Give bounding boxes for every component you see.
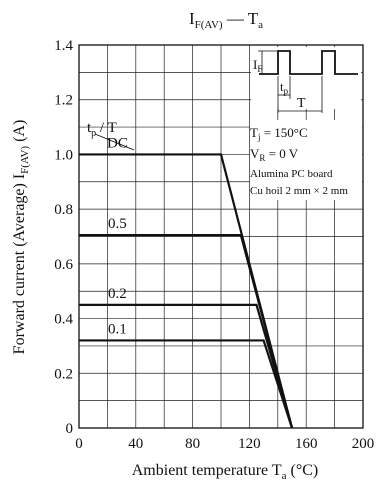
conditions-background [250,120,362,200]
condition-foil: Cu hoil 2 mm × 2 mm [250,185,348,197]
condition-tj: Tj = 150°C [250,125,308,142]
x-tick-label: 40 [128,436,143,452]
series-labels: DC 0.5 0.2 0.1 [107,135,128,337]
y-tick-label: 0 [66,421,74,437]
series-label: 0.2 [108,286,127,302]
x-tick-label: 200 [352,436,375,452]
y-tick-label: 1.4 [54,38,73,54]
series-line [79,234,294,429]
series-label: DC [107,135,128,151]
x-tick-labels: 0 40 80 120 160 200 [75,436,374,452]
y-tick-label: 0.2 [54,366,73,382]
x-axis-label: Ambient temperature Ta (°C) [132,462,319,482]
waveform-background [251,47,361,109]
y-axis-label: Forward current (Average) IF(AV) (A) [11,120,31,355]
waveform-tp-label: tp [280,79,289,96]
x-tick-label: 0 [75,436,83,452]
y-tick-label: 1.2 [54,93,73,109]
series-line [79,303,294,429]
condition-vr: VR = 0 V [250,146,299,163]
waveform-pulse [259,50,358,75]
y-tick-label: 1.0 [54,147,73,163]
waveform-if-label: IF [253,57,262,74]
condition-board: Alumina PC board [250,168,333,180]
waveform-inset: IF tp T [251,47,361,113]
y-tick-label: 0.6 [54,257,73,273]
legend-header-pointer [94,133,135,151]
x-tick-label: 120 [238,436,261,452]
x-tick-label: 80 [185,436,200,452]
waveform-t-label: T [297,96,306,111]
y-tick-labels: 0 0.2 0.4 0.6 0.8 1.0 1.2 1.4 [54,38,73,437]
plot-frame [78,44,364,429]
y-tick-label: 0.8 [54,202,73,218]
y-tick-label: 0.4 [54,312,73,328]
x-tick-label: 160 [295,436,318,452]
chart-title: IF(AV) — Ta [189,9,263,31]
series-label: 0.5 [108,216,127,232]
series-lines [79,153,294,429]
series-label: 0.1 [108,321,127,337]
series-line [79,339,294,429]
legend-header: tp / T [87,120,117,139]
